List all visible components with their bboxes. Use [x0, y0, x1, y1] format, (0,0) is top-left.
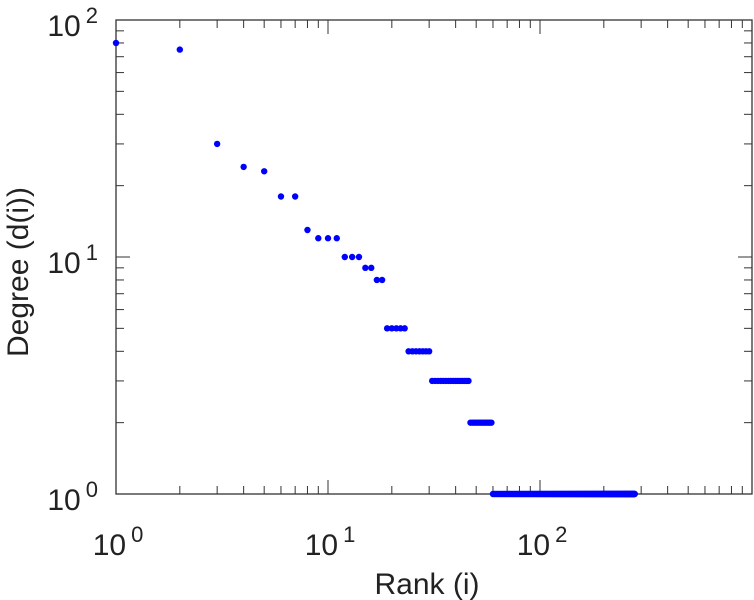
data-point [362, 264, 369, 272]
data-point [465, 377, 472, 385]
data-point [341, 253, 348, 261]
x-axis-label: Rank (i) [374, 568, 479, 600]
data-point [277, 193, 285, 200]
data-point [348, 253, 356, 261]
y-tick-label: 10 2 [47, 3, 98, 43]
data-point [304, 226, 311, 234]
data-point [383, 325, 391, 332]
data-point [324, 235, 332, 242]
data-point [488, 419, 495, 426]
data-point [368, 264, 375, 272]
tick-marks [115, 20, 752, 495]
data-point [378, 276, 386, 284]
x-tick-label: 10 1 [305, 522, 356, 562]
x-tick-labels: 10 0 10 1 10 2 [93, 522, 568, 562]
data-point [291, 193, 299, 200]
data-point [388, 325, 396, 332]
data-point [315, 235, 322, 242]
data-point [112, 39, 120, 47]
x-tick-label: 10 2 [517, 522, 568, 562]
data-point [260, 168, 268, 175]
y-tick-label: 10 1 [47, 240, 98, 280]
x-tick-label: 10 0 [93, 522, 144, 562]
data-point [355, 253, 363, 261]
data-point [333, 235, 340, 242]
y-tick-label: 10 0 [47, 477, 98, 517]
data-point [425, 348, 433, 355]
data-point [176, 46, 184, 53]
plot-frame [115, 19, 753, 495]
data-point [631, 490, 638, 498]
data-points [112, 39, 638, 498]
y-axis-label: Degree (d(i)) [2, 187, 35, 357]
data-point [373, 276, 381, 284]
data-point [240, 163, 247, 171]
data-point [401, 325, 408, 332]
data-point [213, 140, 221, 148]
